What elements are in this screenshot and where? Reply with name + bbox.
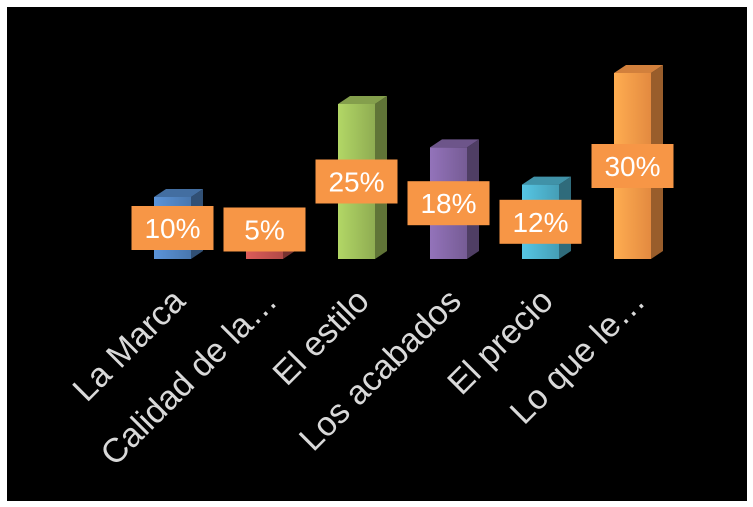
bar-top-los-acabados: [430, 139, 479, 148]
bar-top-la-marca: [154, 189, 203, 197]
data-label-box-el-estilo: [315, 159, 398, 204]
data-labels-group: 10% 5% 25% 18% 12% 30%: [131, 144, 674, 252]
data-label-box-los-acabados: [407, 181, 490, 226]
data-label-el-precio: 12%: [512, 207, 568, 238]
category-tick-los-acabados: Los acabados: [292, 282, 469, 459]
chart-area: 10% 5% 25% 18% 12% 30% La Marca Calidad de la……: [7, 7, 747, 501]
bar-top-el-precio: [522, 176, 571, 185]
data-label-el-estilo: 25%: [328, 167, 384, 198]
data-label-box-el-precio: [499, 199, 582, 244]
bar-top-lo-que-le: [614, 65, 663, 73]
data-label-box-la-marca: [131, 206, 214, 250]
bar-top-el-estilo: [338, 96, 387, 104]
data-label-calidad-de-la: 5%: [244, 215, 284, 246]
data-label-los-acabados: 18%: [420, 188, 476, 219]
data-label-box-calidad-de-la: [223, 207, 306, 252]
data-label-la-marca: 10%: [144, 213, 200, 244]
data-label-box-lo-que-le: [591, 144, 674, 188]
data-label-lo-que-le: 30%: [604, 151, 660, 182]
